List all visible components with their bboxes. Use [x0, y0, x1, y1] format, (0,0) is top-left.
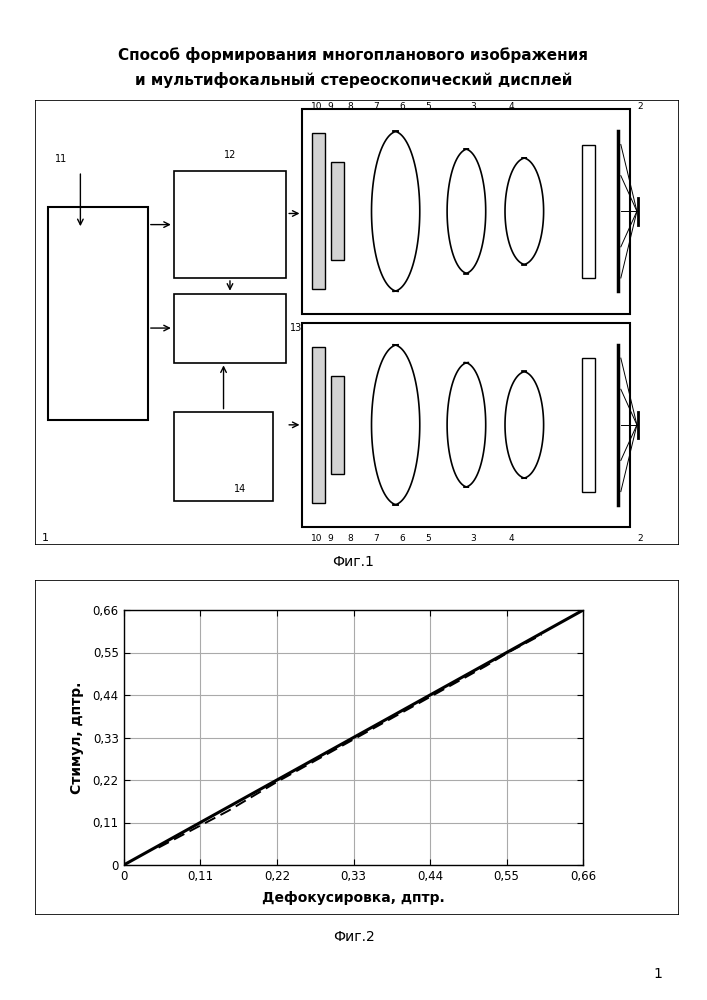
Text: 2: 2 — [637, 102, 643, 111]
Text: 1: 1 — [653, 967, 662, 981]
Bar — [48, 207, 148, 420]
Bar — [174, 171, 286, 278]
Text: 5: 5 — [425, 534, 431, 543]
Text: 11: 11 — [54, 154, 67, 164]
Text: 8: 8 — [348, 102, 354, 111]
Text: 5: 5 — [425, 102, 431, 111]
Text: 3: 3 — [470, 102, 476, 111]
Text: 7: 7 — [373, 102, 379, 111]
Text: 14: 14 — [233, 484, 246, 494]
Text: 2: 2 — [637, 534, 643, 543]
Bar — [303, 322, 631, 527]
Text: 1: 1 — [42, 533, 49, 543]
Text: 9: 9 — [327, 102, 333, 111]
Bar — [312, 133, 325, 289]
Text: 8: 8 — [348, 534, 354, 543]
Text: Способ формирования многопланового изображения: Способ формирования многопланового изобр… — [119, 47, 588, 63]
Text: 6: 6 — [399, 102, 405, 111]
Bar — [303, 109, 631, 314]
Text: 10: 10 — [311, 534, 323, 543]
Text: 7: 7 — [373, 534, 379, 543]
Bar — [583, 144, 595, 278]
Text: 9: 9 — [327, 534, 333, 543]
Text: 3: 3 — [470, 534, 476, 543]
Text: 4: 4 — [508, 102, 514, 111]
Bar — [174, 412, 274, 500]
Text: 6: 6 — [399, 534, 405, 543]
Text: 10: 10 — [311, 102, 323, 111]
Bar — [332, 162, 344, 260]
Bar — [312, 347, 325, 503]
Bar — [332, 376, 344, 474]
Text: Фиг.1: Фиг.1 — [332, 555, 375, 569]
Text: Фиг.2: Фиг.2 — [332, 930, 375, 944]
Text: и мультифокальный стереоскопический дисплей: и мультифокальный стереоскопический дисп… — [135, 72, 572, 88]
X-axis label: Дефокусировка, дптр.: Дефокусировка, дптр. — [262, 891, 445, 905]
Bar — [174, 294, 286, 363]
Text: 4: 4 — [508, 534, 514, 543]
Bar — [583, 358, 595, 492]
Y-axis label: Стимул, дптр.: Стимул, дптр. — [71, 681, 84, 794]
Text: 12: 12 — [224, 150, 236, 160]
Text: 13: 13 — [289, 323, 302, 333]
